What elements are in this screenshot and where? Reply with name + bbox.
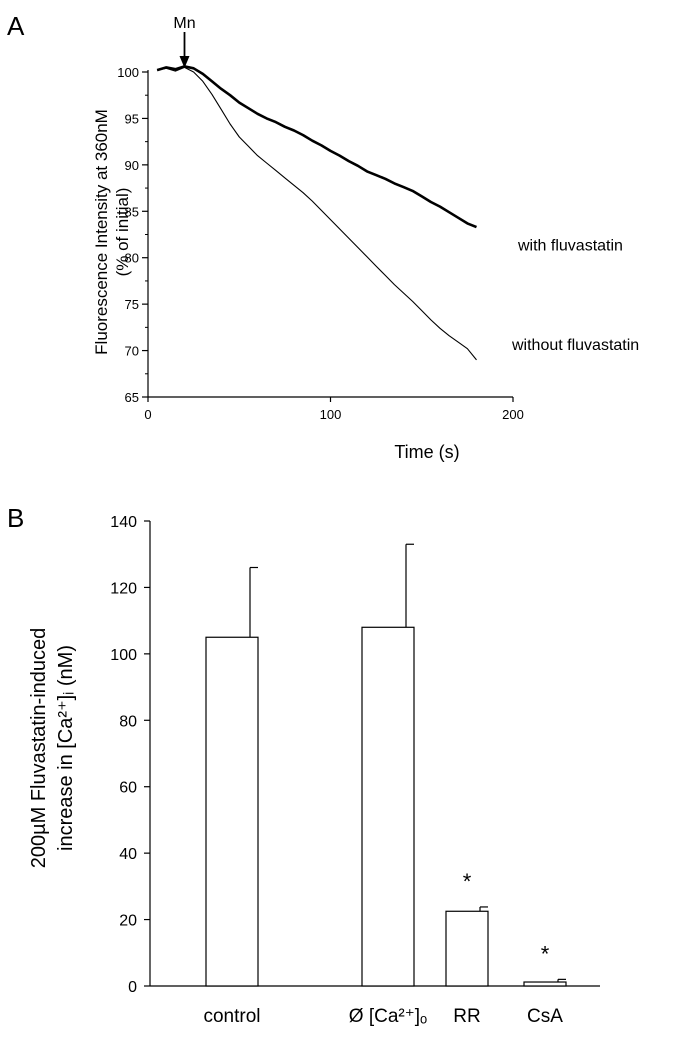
series-label: with fluvastatin bbox=[517, 238, 623, 255]
panel-a-y-tick-label: 90 bbox=[125, 158, 139, 173]
panel-b-y-tick-label: 40 bbox=[119, 846, 137, 863]
line-chart-panel-a: Mn 65 70 75 80 85 90 95 100 0 100 200 with fluvast… bbox=[92, 15, 639, 462]
panel-a-y-tick-label: 80 bbox=[125, 251, 139, 266]
bar bbox=[445, 910, 489, 987]
mn-arrow-head bbox=[179, 56, 190, 68]
panel-a-y-tick-label: 75 bbox=[125, 297, 139, 312]
panel-a-y-tick-label: 100 bbox=[117, 65, 139, 80]
panel-a-y-tick-label: 65 bbox=[125, 390, 139, 405]
bar bbox=[361, 626, 415, 987]
panel-a-y-tick-label: 85 bbox=[125, 204, 139, 219]
panel-b-y-tick-label: 140 bbox=[110, 514, 137, 531]
panel-label-b: B bbox=[7, 503, 24, 533]
panel-a-x-tick-label: 0 bbox=[144, 407, 151, 422]
panel-a-ylabel-line1: Fluorescence Intensity at 360nM bbox=[92, 109, 111, 355]
panel-b-ylabel-line2: increase in [Ca²⁺]ᵢ (nM) bbox=[55, 645, 77, 851]
bar bbox=[205, 636, 259, 987]
panel-b-y-tick-label: 100 bbox=[110, 647, 137, 664]
panel-a-y-tick-label: 95 bbox=[125, 111, 139, 126]
panel-b-y-tick-label: 0 bbox=[128, 979, 137, 996]
panel-label-a: A bbox=[7, 11, 25, 41]
panel-b-y-tick-label: 80 bbox=[119, 713, 137, 730]
panel-b-axes: 0 20 40 60 80 100 120 140 bbox=[110, 514, 600, 996]
panel-a-y-tick-label: 70 bbox=[125, 344, 139, 359]
significance-marker: * bbox=[463, 869, 472, 894]
panel-b-ylabel-line1: 200µM Fluvastatin-induced bbox=[28, 628, 50, 869]
panel-a-series: with fluvastatin without fluvastatin bbox=[156, 65, 639, 361]
series-label: without fluvastatin bbox=[511, 337, 639, 354]
bar-chart-panel-b: 0 20 40 60 80 100 120 140 control Ø [Ca²⁺]ₒ * RR * C… bbox=[28, 514, 600, 1027]
series-line-without-fluvastatin bbox=[156, 66, 477, 361]
panel-b-y-tick-label: 120 bbox=[110, 580, 137, 597]
panel-a-ylabel-line2: (% of initial) bbox=[113, 188, 132, 277]
panel-a-axes: 65 70 75 80 85 90 95 100 0 100 200 bbox=[117, 65, 524, 422]
bar bbox=[523, 981, 567, 987]
category-label: CsA bbox=[527, 1006, 563, 1027]
panel-a-xlabel: Time (s) bbox=[394, 442, 459, 462]
category-label: Ø [Ca²⁺]ₒ bbox=[349, 1006, 427, 1027]
panel-b-bars: control Ø [Ca²⁺]ₒ * RR * CsA bbox=[203, 543, 567, 1027]
panel-b-y-tick-label: 60 bbox=[119, 780, 137, 797]
panel-a-x-tick-label: 100 bbox=[320, 407, 342, 422]
mn-annotation: Mn bbox=[173, 15, 195, 32]
series-line-with-fluvastatin bbox=[156, 65, 477, 229]
panel-b-y-tick-label: 20 bbox=[119, 913, 137, 930]
category-label: control bbox=[203, 1006, 260, 1027]
category-label: RR bbox=[453, 1006, 480, 1027]
significance-marker: * bbox=[541, 941, 550, 966]
panel-a-x-tick-label: 200 bbox=[502, 407, 524, 422]
